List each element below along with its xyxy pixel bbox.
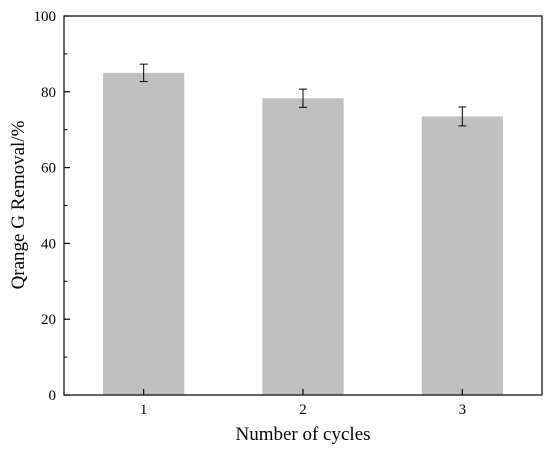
bars-layer [103, 72, 503, 396]
y-tick-label-0: 0 [49, 388, 57, 404]
y-axis: 0 20 40 60 80 100 [34, 9, 70, 404]
x-tick-label-2: 2 [299, 402, 307, 418]
y-axis-title: Qrange G Removal/% [8, 120, 29, 289]
bar-3 [421, 116, 503, 395]
y-tick-label-60: 60 [41, 161, 56, 177]
x-tick-label-1: 1 [140, 402, 148, 418]
x-tick-label-3: 3 [459, 402, 467, 418]
y-tick-label-100: 100 [34, 9, 57, 25]
x-axis-title: Number of cycles [235, 424, 370, 445]
error-bar-3 [458, 106, 467, 127]
error-bar-1 [139, 63, 148, 83]
y-tick-label-80: 80 [41, 85, 56, 101]
x-axis: 1 2 3 [140, 389, 466, 418]
bar-1 [103, 72, 185, 395]
bar-2 [262, 98, 344, 396]
error-bars-layer [139, 63, 467, 127]
y-tick-label-20: 20 [41, 312, 56, 328]
error-bar-2 [299, 88, 307, 108]
y-tick-label-40: 40 [41, 236, 56, 252]
